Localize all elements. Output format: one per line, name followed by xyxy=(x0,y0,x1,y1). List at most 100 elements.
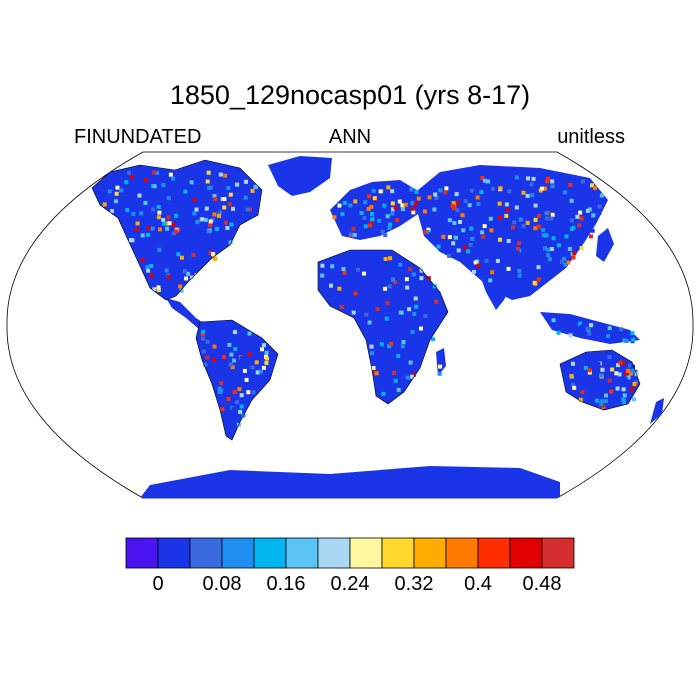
grid-cell xyxy=(231,407,236,412)
grid-cell xyxy=(609,389,614,394)
grid-cell xyxy=(218,210,223,215)
grid-cell xyxy=(419,276,424,281)
grid-cell xyxy=(562,190,567,195)
grid-cell xyxy=(191,253,196,258)
grid-cell xyxy=(551,236,556,241)
grid-cell xyxy=(597,211,602,216)
grid-cell xyxy=(545,176,550,181)
grid-cell xyxy=(140,233,145,238)
grid-cell xyxy=(114,199,118,204)
grid-cell xyxy=(579,216,584,221)
grid-cell xyxy=(260,347,264,352)
grid-cell xyxy=(630,331,635,336)
grid-cell xyxy=(536,224,541,229)
grid-cell xyxy=(362,271,366,276)
grid-cell xyxy=(381,391,386,396)
grid-cell xyxy=(174,229,179,234)
colorbar-tick-label: 0.48 xyxy=(522,573,562,595)
grid-cell xyxy=(362,298,367,303)
grid-cell xyxy=(621,397,626,402)
grid-cell xyxy=(385,214,390,219)
grid-cell xyxy=(176,252,181,257)
grid-cell xyxy=(342,270,347,275)
colorbar-box xyxy=(221,537,255,569)
grid-cell xyxy=(585,326,590,331)
grid-cell xyxy=(466,249,471,254)
grid-cell xyxy=(626,368,631,373)
grid-cell xyxy=(239,355,244,360)
grid-cell xyxy=(224,220,229,225)
grid-cell xyxy=(447,218,452,223)
colorbar-box xyxy=(125,537,159,569)
grid-cell xyxy=(521,190,526,195)
grid-cell xyxy=(600,399,605,404)
grid-cell xyxy=(248,207,252,212)
grid-cell xyxy=(546,253,551,258)
grid-cell xyxy=(618,360,623,365)
grid-cell xyxy=(414,304,419,309)
grid-cell xyxy=(571,255,576,260)
grid-cell xyxy=(525,220,530,225)
grid-cell xyxy=(403,202,408,207)
grid-cell xyxy=(140,257,145,262)
grid-cell xyxy=(201,329,206,334)
grid-cell xyxy=(228,240,233,245)
grid-cell xyxy=(186,271,191,276)
grid-cell xyxy=(211,252,216,256)
grid-cell xyxy=(388,256,393,261)
grid-cell xyxy=(426,227,431,232)
grid-cell xyxy=(604,399,608,404)
grid-cell xyxy=(535,273,540,278)
grid-cell xyxy=(244,377,249,382)
grid-cell xyxy=(595,398,600,403)
grid-cell xyxy=(166,196,171,201)
grid-cell xyxy=(235,400,239,405)
grid-cell xyxy=(182,269,187,274)
grid-cell xyxy=(475,195,480,200)
grid-cell xyxy=(482,224,487,229)
grid-cell xyxy=(432,207,437,212)
grid-cell xyxy=(342,200,347,205)
grid-cell xyxy=(349,290,354,295)
grid-cell xyxy=(616,363,620,368)
grid-cell xyxy=(192,198,197,203)
grid-cell xyxy=(549,216,554,221)
grid-cell xyxy=(259,369,263,374)
grid-cell xyxy=(589,234,593,239)
grid-cell xyxy=(364,312,369,317)
grid-cell xyxy=(550,179,555,184)
grid-cell xyxy=(337,286,342,291)
grid-cell xyxy=(572,385,577,390)
grid-cell xyxy=(183,189,188,194)
grid-cell xyxy=(498,237,502,242)
grid-cell xyxy=(419,268,424,273)
grid-cell xyxy=(201,336,205,341)
grid-cell xyxy=(495,259,500,263)
grid-cell xyxy=(233,347,238,351)
grid-cell xyxy=(444,186,449,191)
grid-cell xyxy=(212,183,216,188)
grid-cell xyxy=(570,227,575,231)
grid-cell xyxy=(250,188,255,193)
season-label: ANN xyxy=(328,126,372,148)
grid-cell xyxy=(397,199,402,204)
grid-cell xyxy=(208,250,213,255)
colorbar-tick-label: 0 xyxy=(152,573,164,595)
grid-cell xyxy=(348,232,353,237)
grid-cell xyxy=(229,352,234,357)
grid-cell xyxy=(587,207,592,212)
grid-cell xyxy=(332,215,337,220)
grid-cell xyxy=(156,215,161,220)
grid-cell xyxy=(385,301,390,306)
grid-cell xyxy=(549,247,554,251)
grid-cell xyxy=(205,179,210,184)
grid-cell xyxy=(160,196,165,201)
grid-cell xyxy=(212,358,217,363)
grid-cell xyxy=(114,191,119,196)
grid-cell xyxy=(410,201,415,206)
grid-cell xyxy=(208,219,213,224)
inundation-hotspots xyxy=(102,170,639,427)
grid-cell xyxy=(599,402,604,407)
grid-cell xyxy=(546,247,551,252)
grid-cell xyxy=(469,188,474,193)
